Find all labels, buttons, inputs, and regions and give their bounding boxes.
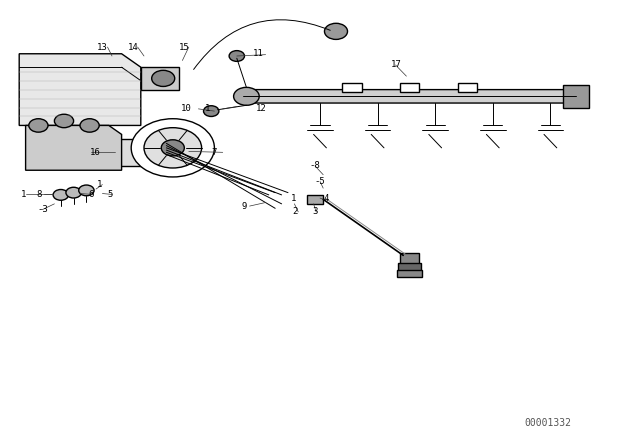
Polygon shape — [243, 90, 576, 103]
Text: 5: 5 — [108, 190, 113, 199]
Text: 1: 1 — [291, 194, 296, 202]
Text: 7: 7 — [211, 148, 216, 157]
Bar — [307, 195, 323, 204]
Circle shape — [54, 114, 74, 128]
Text: 12: 12 — [256, 104, 267, 113]
Text: 6: 6 — [88, 190, 93, 199]
Text: 13: 13 — [97, 43, 108, 52]
Bar — [173, 132, 186, 141]
Circle shape — [79, 185, 94, 196]
Bar — [141, 67, 179, 90]
Circle shape — [152, 70, 175, 86]
Text: -3: -3 — [37, 205, 48, 214]
Circle shape — [161, 140, 184, 156]
Text: 17: 17 — [390, 60, 401, 69]
Circle shape — [131, 119, 214, 177]
Text: 14: 14 — [128, 43, 139, 52]
Bar — [563, 85, 589, 108]
Bar — [115, 139, 166, 166]
Text: 15: 15 — [179, 43, 190, 52]
Text: 1: 1 — [97, 180, 102, 189]
Bar — [400, 83, 419, 92]
Text: 8: 8 — [36, 190, 42, 199]
Circle shape — [234, 87, 259, 105]
Bar — [398, 263, 421, 271]
Circle shape — [229, 51, 244, 61]
Text: 2: 2 — [292, 207, 298, 216]
Text: 10: 10 — [180, 104, 191, 113]
Text: 4: 4 — [323, 194, 328, 202]
Circle shape — [144, 128, 202, 168]
Text: -8: -8 — [310, 161, 321, 170]
Circle shape — [204, 106, 219, 116]
Bar — [400, 253, 419, 264]
Circle shape — [66, 187, 81, 198]
Polygon shape — [26, 125, 122, 170]
Text: 00001332: 00001332 — [525, 418, 572, 428]
Circle shape — [80, 119, 99, 132]
Circle shape — [324, 23, 348, 39]
Text: -5: -5 — [315, 177, 326, 186]
Bar — [397, 270, 422, 277]
Bar — [173, 141, 198, 155]
Text: 1: 1 — [20, 190, 26, 199]
Bar — [458, 83, 477, 92]
Text: 11: 11 — [253, 49, 264, 58]
Polygon shape — [19, 54, 141, 125]
Circle shape — [29, 119, 48, 132]
Text: 1: 1 — [205, 104, 210, 113]
Text: 9: 9 — [242, 202, 247, 211]
Circle shape — [53, 190, 68, 200]
Text: 3: 3 — [312, 207, 317, 216]
Bar — [342, 83, 362, 92]
Text: 16: 16 — [90, 148, 100, 157]
